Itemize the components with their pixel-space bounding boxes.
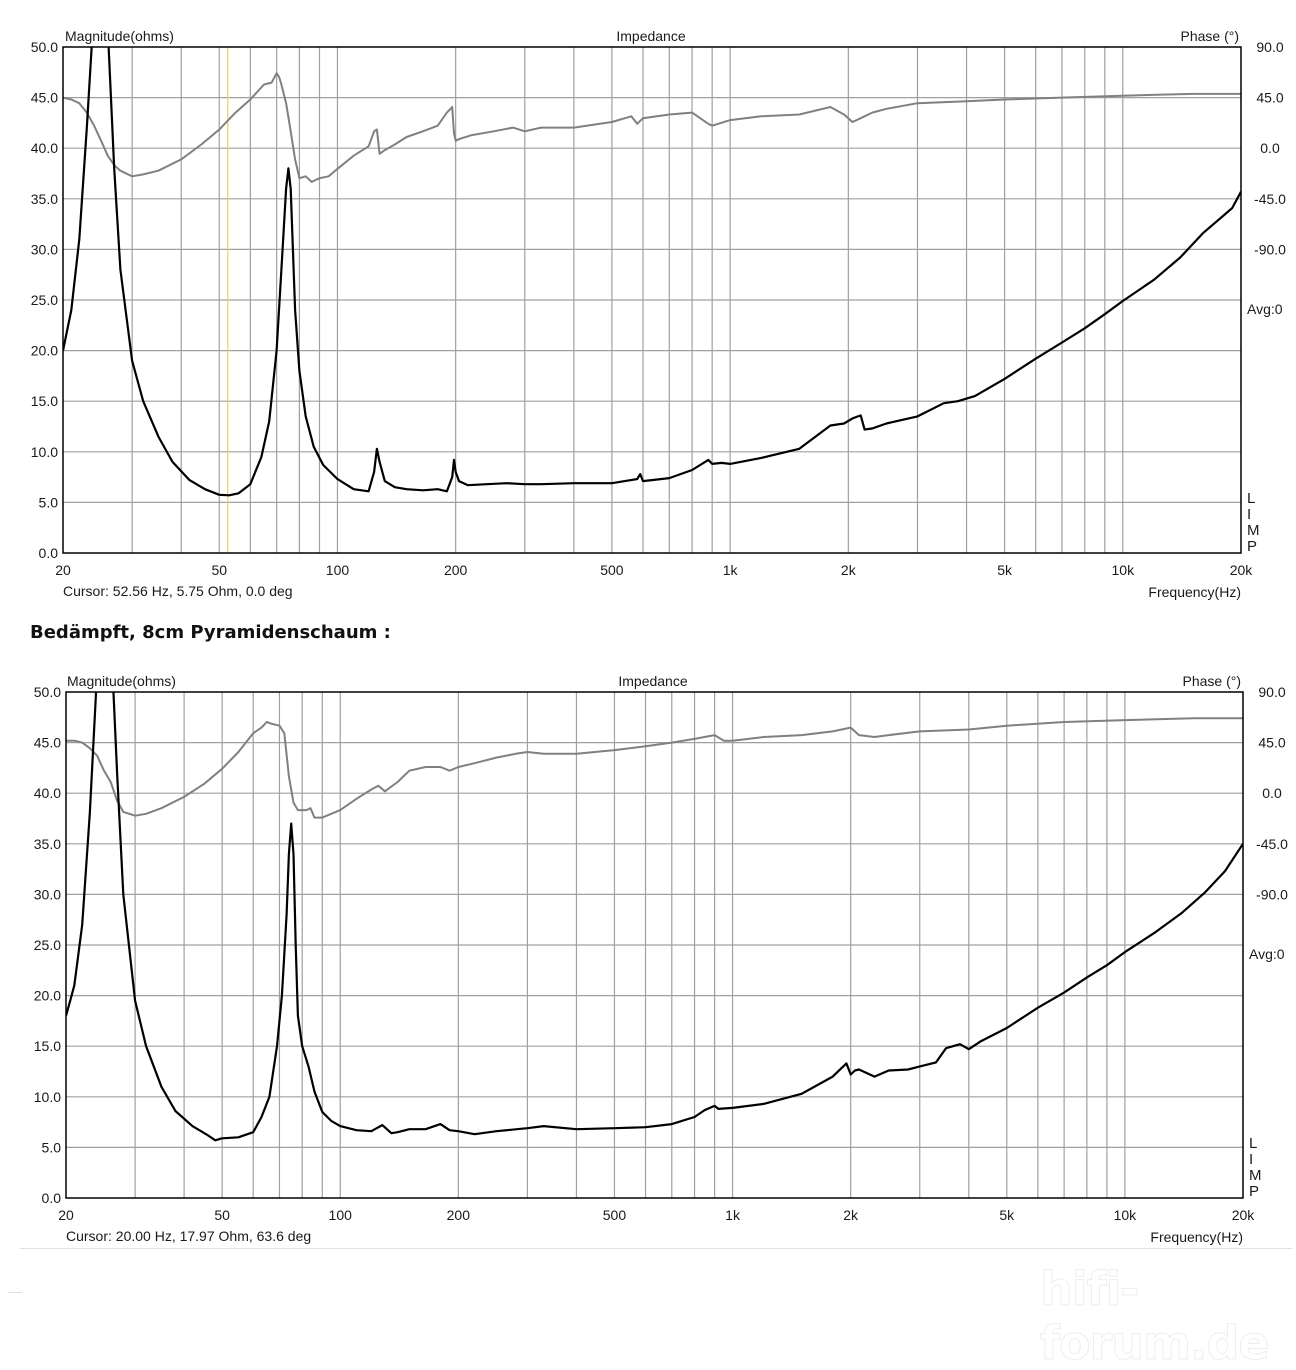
y-tick-label: 20.0 <box>31 343 58 359</box>
magnitude-curve <box>66 692 1243 1142</box>
x-tick-label: 20 <box>55 562 71 578</box>
y2-tick-label: -45.0 <box>1254 191 1286 207</box>
x-tick-label: 20k <box>1230 562 1254 578</box>
limp-letter: P <box>1247 538 1257 555</box>
x-tick-label: 1k <box>725 1207 741 1223</box>
y-tick-label: 15.0 <box>34 1038 61 1054</box>
x-axis-ticks: 20 50 100 200 500 1k 2k 5k 10k 20k <box>55 562 1253 578</box>
y-axis-label: Magnitude(ohms) <box>65 28 174 44</box>
y-tick-label: 30.0 <box>34 886 61 902</box>
x-axis-label: Frequency(Hz) <box>1150 1229 1243 1245</box>
y-tick-label: 15.0 <box>31 393 58 409</box>
x-tick-label: 2k <box>841 562 857 578</box>
y-axis-ticks: 50.0 45.0 40.0 35.0 30.0 25.0 20.0 15.0 10.0 5.0 0… <box>31 39 58 561</box>
x-tick-label: 20 <box>58 1207 74 1223</box>
phase-curve <box>66 717 1243 819</box>
cursor-readout: Cursor: 52.56 Hz, 5.75 Ohm, 0.0 deg <box>63 583 293 599</box>
x-tick-label: 200 <box>447 1207 471 1223</box>
limp-letter: L <box>1247 490 1255 507</box>
y2-axis-label: Phase (°) <box>1180 28 1239 44</box>
y-tick-label: 10.0 <box>34 1089 61 1105</box>
x-tick-label: 100 <box>329 1207 353 1223</box>
y2-tick-label: 45.0 <box>1256 90 1283 106</box>
y-tick-label: 45.0 <box>34 735 61 751</box>
x-tick-label: 10k <box>1112 562 1136 578</box>
separator-line <box>20 1248 1292 1249</box>
x-tick-label: 200 <box>444 562 468 578</box>
x-tick-label: 2k <box>843 1207 859 1223</box>
y-tick-label: 0.0 <box>39 545 59 561</box>
x-axis-label: Frequency(Hz) <box>1148 584 1241 600</box>
y2-tick-label: 90.0 <box>1258 684 1285 700</box>
grid <box>66 692 1243 1198</box>
limp-letter: L <box>1249 1135 1257 1152</box>
x-axis-ticks: 20 50 100 200 500 1k 2k 5k 10k 20k <box>58 1207 1255 1223</box>
watermark: hifi-forum.de <box>1040 1262 1271 1370</box>
x-tick-label: 500 <box>600 562 624 578</box>
y-axis-label: Magnitude(ohms) <box>67 673 176 689</box>
avg-label: Avg:0 <box>1247 301 1283 317</box>
y-tick-label: 0.0 <box>42 1190 62 1206</box>
y-tick-label: 50.0 <box>31 39 58 55</box>
y2-tick-label: -45.0 <box>1256 836 1288 852</box>
y-tick-label: 40.0 <box>31 140 58 156</box>
y-tick-label: 35.0 <box>34 836 61 852</box>
y-tick-label: 25.0 <box>34 937 61 953</box>
y2-tick-label: 0.0 <box>1262 785 1282 801</box>
chart-title: Impedance <box>618 673 687 689</box>
impedance-chart-1: Magnitude(ohms) Impedance Phase (°) 50.0… <box>31 28 1286 600</box>
plot-frame <box>62 46 1242 554</box>
x-tick-label: 10k <box>1114 1207 1138 1223</box>
avg-label: Avg:0 <box>1249 946 1285 962</box>
x-tick-label: 50 <box>214 1207 230 1223</box>
x-tick-label: 50 <box>211 562 227 578</box>
y-axis-ticks: 50.0 45.0 40.0 35.0 30.0 25.0 20.0 15.0 10.0 5.0 0… <box>34 684 61 1206</box>
y2-axis-ticks: 90.0 45.0 0.0 -45.0 -90.0 <box>1256 684 1288 902</box>
limp-letter: P <box>1249 1183 1259 1200</box>
y-tick-label: 30.0 <box>31 241 58 257</box>
y2-axis-ticks: 90.0 45.0 0.0 -45.0 -90.0 <box>1254 39 1286 257</box>
x-tick-label: 5k <box>999 1207 1015 1223</box>
limp-letter: I <box>1247 506 1251 523</box>
y2-axis-label: Phase (°) <box>1182 673 1241 689</box>
y-tick-label: 40.0 <box>34 785 61 801</box>
y2-tick-label: 90.0 <box>1256 39 1283 55</box>
x-tick-label: 100 <box>326 562 350 578</box>
x-tick-label: 5k <box>997 562 1013 578</box>
y-tick-label: 5.0 <box>39 494 59 510</box>
y-tick-label: 25.0 <box>31 292 58 308</box>
y-tick-label: 45.0 <box>31 90 58 106</box>
cursor-readout: Cursor: 20.00 Hz, 17.97 Ohm, 63.6 deg <box>66 1228 311 1244</box>
limp-letter: I <box>1249 1151 1253 1168</box>
section-heading: Bedämpft, 8cm Pyramidenschaum : <box>30 622 391 643</box>
chart-title: Impedance <box>616 28 685 44</box>
y2-tick-label: -90.0 <box>1256 886 1288 902</box>
y-tick-label: 50.0 <box>34 684 61 700</box>
y-tick-label: 10.0 <box>31 444 58 460</box>
limp-letter: M <box>1247 522 1260 539</box>
phase-curve <box>63 72 1241 183</box>
plot-frame <box>65 691 1244 1199</box>
x-tick-label: 500 <box>603 1207 627 1223</box>
impedance-chart-2: Magnitude(ohms) Impedance Phase (°) 50.0… <box>34 673 1288 1245</box>
y-tick-label: 5.0 <box>42 1139 62 1155</box>
y2-tick-label: -90.0 <box>1254 241 1286 257</box>
limp-letter: M <box>1249 1167 1262 1184</box>
y2-tick-label: 45.0 <box>1258 735 1285 751</box>
y2-tick-label: 0.0 <box>1260 140 1280 156</box>
x-tick-label: 20k <box>1232 1207 1256 1223</box>
y-tick-label: 35.0 <box>31 191 58 207</box>
x-tick-label: 1k <box>723 562 739 578</box>
separator-mark <box>8 1292 22 1293</box>
grid <box>63 47 1241 553</box>
y-tick-label: 20.0 <box>34 988 61 1004</box>
magnitude-curve <box>63 47 1241 497</box>
